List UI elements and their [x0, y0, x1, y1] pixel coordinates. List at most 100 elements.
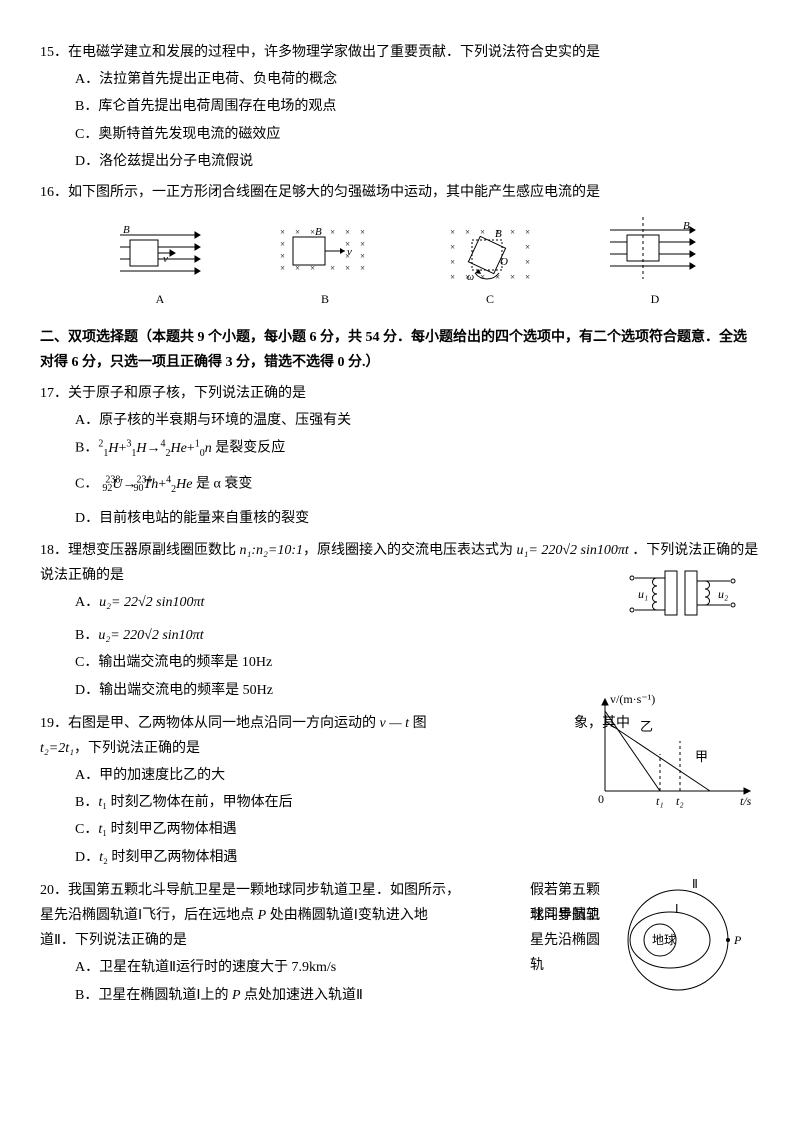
q17-opt-b: B．21H+31H→42He+10n 是裂变反应	[75, 435, 760, 462]
q20-side2: 球同步圆轨	[530, 903, 600, 928]
q15-opt-c: C．奥斯特首先发现电流的磁效应	[75, 122, 760, 147]
q16-label-a: A	[156, 292, 165, 306]
question-20: 地球 Ⅰ Ⅱ P 假若第五颗北斗导航卫星先沿椭圆轨 20．我国第五颗北斗导航卫星…	[40, 878, 760, 1010]
q15-stem: 15．在电磁学建立和发展的过程中，许多物理学家做出了重要贡献．下列说法符合史实的…	[40, 40, 760, 65]
svg-text:×: ×	[450, 227, 455, 237]
svg-text:×: ×	[465, 227, 470, 237]
svg-text:O: O	[500, 256, 508, 268]
q19-pre: 19．右图是甲、乙两物体从同一地点沿同一方向运动的	[40, 716, 380, 731]
svg-text:×: ×	[525, 242, 530, 252]
transformer-diagram: u₁ u₂	[610, 563, 760, 632]
q16-diagram-c: ×××××× ×× ×× ×××××× B O ω C	[445, 225, 535, 311]
q17-stem: 17．关于原子和原子核，下列说法正确的是	[40, 381, 760, 406]
orbit-P-label: P	[733, 933, 742, 947]
q18-post: ．下列说法正确的是	[629, 543, 759, 558]
svg-text:×: ×	[330, 263, 335, 273]
svg-text:×: ×	[495, 272, 500, 282]
vt-ylabel: v/(m·s⁻¹)	[610, 692, 655, 706]
q19-opt-c: C．t₁ 时刻甲乙两物体相遇	[75, 817, 760, 842]
q17-opt-d: D．目前核电站的能量来自重核的裂变	[75, 506, 760, 531]
q17b-formula: 21H+31H→42He+10n	[98, 441, 211, 456]
q16-diagrams: B v A × × × × × × × × × × × × × × × × × × B v B	[80, 215, 740, 311]
q18-ratio: n₁:n₂=10:1	[240, 543, 304, 558]
q19-side: 象，其中	[574, 711, 630, 736]
q18-stem: 18．理想变压器原副线圈匝数比 n₁:n₂=10:1，原线圈接入的交流电压表达式…	[40, 538, 760, 563]
svg-text:×: ×	[360, 239, 365, 249]
vt-yi: 乙	[640, 719, 653, 734]
question-16: 16．如下图所示，一正方形闭合线圈在足够大的匀强磁场中运动，其中能产生感应电流的…	[40, 180, 760, 311]
q17c-formula: 23892U→23490Th+42He	[105, 477, 192, 492]
q17b-pre: B．	[75, 441, 98, 456]
orbit-diagram: 地球 Ⅰ Ⅱ P	[610, 878, 760, 1007]
svg-text:v: v	[347, 246, 352, 258]
q16-diagram-b: ×××××× ××× ××× ×××××× B v B	[275, 225, 375, 311]
svg-text:×: ×	[450, 257, 455, 267]
q15-opt-d: D．洛伦兹提出分子电流假说	[75, 149, 760, 174]
q19-vt: v — t	[380, 716, 410, 731]
q17b-post: 是裂变反应	[212, 441, 286, 456]
svg-text:×: ×	[280, 227, 285, 237]
svg-text:0: 0	[598, 792, 604, 806]
vt-t1: t₁	[656, 794, 664, 808]
q17c-pre: C．	[75, 477, 98, 492]
section-2-title: 二、双项选择题（本题共 9 个小题，每小题 6 分，共 54 分．每小题给出的四…	[40, 325, 760, 375]
svg-text:×: ×	[525, 257, 530, 267]
svg-text:×: ×	[360, 227, 365, 237]
q18-u1: u₁= 220√2 sin100πt	[517, 543, 629, 558]
orbit-earth-label: 地球	[652, 933, 676, 947]
svg-text:ω: ω	[467, 272, 474, 283]
q19-l2post: ，下列说法正确的是	[74, 741, 200, 756]
q15-opt-a: A．法拉第首先提出正电荷、负电荷的概念	[75, 67, 760, 92]
svg-text:×: ×	[360, 251, 365, 261]
svg-text:×: ×	[525, 272, 530, 282]
q20-sidetext: 假若第五颗北斗导航卫星先沿椭圆轨	[530, 878, 600, 979]
svg-text:B: B	[495, 228, 502, 240]
svg-text:×: ×	[480, 227, 485, 237]
question-19: v/(m·s⁻¹) t/s 0 t₁ t₂ 乙 甲 19．右图是甲、乙两物体从同…	[40, 711, 760, 872]
svg-text:×: ×	[450, 242, 455, 252]
q19-l2pre: t₂=2t₁	[40, 741, 74, 756]
q18-mid: ，原线圈接入的交流电压表达式为	[303, 543, 517, 558]
svg-text:×: ×	[360, 263, 365, 273]
q19-mid: 图	[409, 716, 427, 731]
q18-opt-c: C．输出端交流电的频率是 10Hz	[75, 650, 760, 675]
svg-text:×: ×	[295, 227, 300, 237]
q18-pre: 18．理想变压器原副线圈匝数比	[40, 543, 240, 558]
question-15: 15．在电磁学建立和发展的过程中，许多物理学家做出了重要贡献．下列说法符合史实的…	[40, 40, 760, 174]
q19-opt-d: D．t₂ 时刻甲乙两物体相遇	[75, 845, 760, 870]
svg-text:×: ×	[280, 251, 285, 261]
q18b-expr: u₂= 220√2 sin10πt	[98, 628, 203, 643]
q16-diagram-d: B D	[605, 215, 705, 311]
q16-label-b: B	[321, 292, 329, 306]
q15-options: A．法拉第首先提出正电荷、负电荷的概念 B．库仑首先提出电荷周围存在电场的观点 …	[40, 67, 760, 174]
vt-jia: 甲	[695, 749, 708, 764]
orbit-II-label: Ⅱ	[692, 878, 698, 891]
svg-text:B: B	[123, 225, 130, 236]
svg-text:B: B	[315, 226, 322, 238]
question-18: 18．理想变压器原副线圈匝数比 n₁:n₂=10:1，原线圈接入的交流电压表达式…	[40, 538, 760, 705]
q16-label-c: C	[486, 292, 494, 306]
q16-diagram-a: B v A	[115, 225, 205, 311]
orbit-I-label: Ⅰ	[675, 902, 679, 916]
question-17: 17．关于原子和原子核，下列说法正确的是 A．原子核的半衰期与环境的温度、压强有…	[40, 381, 760, 531]
svg-text:×: ×	[280, 263, 285, 273]
q15-opt-b: B．库仑首先提出电荷周围存在电场的观点	[75, 94, 760, 119]
svg-text:×: ×	[450, 272, 455, 282]
q17-opt-c: C． 23892U→23490Th+42He 是 α 衰变	[75, 471, 760, 498]
svg-text:×: ×	[330, 227, 335, 237]
svg-text:B: B	[683, 220, 690, 232]
q16-label-d: D	[651, 292, 660, 306]
svg-text:×: ×	[345, 227, 350, 237]
q18a-expr: u₂= 22√2 sin100πt	[99, 595, 204, 610]
q17c-post: 是 α 衰变	[193, 477, 253, 492]
svg-text:v: v	[163, 253, 168, 265]
transformer-u2-label: u₂	[718, 587, 728, 601]
transformer-u1-label: u₁	[638, 587, 648, 601]
svg-text:×: ×	[525, 227, 530, 237]
q16-stem: 16．如下图所示，一正方形闭合线圈在足够大的匀强磁场中运动，其中能产生感应电流的…	[40, 180, 760, 205]
q17-opt-a: A．原子核的半衰期与环境的温度、压强有关	[75, 408, 760, 433]
svg-text:×: ×	[510, 227, 515, 237]
vt-xlabel: t/s	[740, 794, 752, 808]
svg-text:×: ×	[345, 263, 350, 273]
q17-options: A．原子核的半衰期与环境的温度、压强有关 B．21H+31H→42He+10n …	[40, 408, 760, 531]
